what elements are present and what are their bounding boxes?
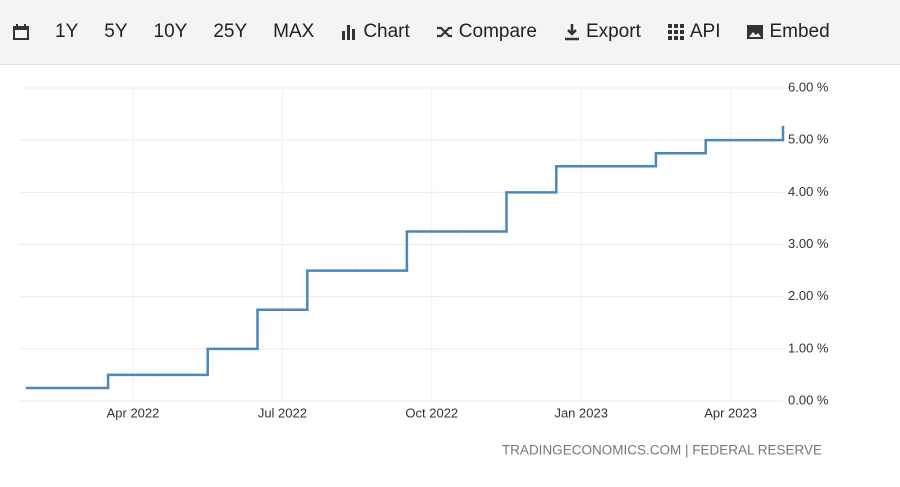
button-label: MAX: [273, 21, 315, 42]
toolbar-button[interactable]: Chart: [340, 21, 410, 43]
button-label: API: [689, 21, 721, 42]
toolbar-button[interactable]: 10Y: [154, 21, 188, 43]
toolbar-button[interactable]: 1Y: [55, 21, 78, 43]
calendar-icon[interactable]: [12, 23, 30, 41]
button-label: Export: [585, 21, 641, 42]
toolbar-button[interactable]: Compare: [436, 21, 537, 43]
button-label: Embed: [769, 21, 830, 42]
button-label: 10Y: [153, 21, 188, 42]
y-tick-label: 6.00 %: [788, 79, 829, 94]
x-tick-label: Jul 2022: [258, 405, 307, 420]
toolbar-button[interactable]: Embed: [746, 21, 830, 43]
toolbar: 1Y 5Y 10Y 25Y MAX Chart Compare Export API Embed: [0, 0, 900, 65]
toolbar-button[interactable]: 5Y: [104, 21, 127, 43]
toolbar-button[interactable]: MAX: [273, 21, 314, 43]
toolbar-button[interactable]: Export: [563, 21, 641, 43]
y-tick-label: 5.00 %: [788, 132, 829, 147]
button-icon: [747, 25, 764, 39]
x-tick-label: Apr 2022: [107, 405, 160, 420]
source-label: TRADINGECONOMICS.COM | FEDERAL RESERVE: [502, 443, 822, 458]
button-label: 5Y: [104, 21, 128, 42]
y-tick-label: 0.00 %: [788, 392, 829, 407]
y-tick-label: 3.00 %: [788, 236, 829, 251]
x-tick-label: Oct 2022: [405, 405, 458, 420]
toolbar-button[interactable]: 25Y: [213, 21, 247, 43]
button-label: 1Y: [55, 21, 79, 42]
x-tick-label: Apr 2023: [704, 405, 757, 420]
button-icon: [342, 25, 356, 40]
button-label: Compare: [458, 21, 537, 42]
button-label: Chart: [363, 21, 410, 42]
y-tick-label: 2.00 %: [788, 288, 829, 303]
button-icon: [436, 26, 452, 38]
button-label: 25Y: [213, 21, 248, 42]
chart: 0.00 % 1.00 % 2.00 % 3.00 % 4.00 % 5.00 % 6.00…: [20, 79, 829, 458]
toolbar-button[interactable]: API: [667, 21, 721, 43]
x-tick-label: Jan 2023: [554, 405, 608, 420]
y-tick-label: 4.00 %: [788, 184, 829, 199]
button-icon: [667, 24, 684, 40]
button-icon: [564, 24, 579, 41]
y-tick-label: 1.00 %: [788, 340, 829, 355]
